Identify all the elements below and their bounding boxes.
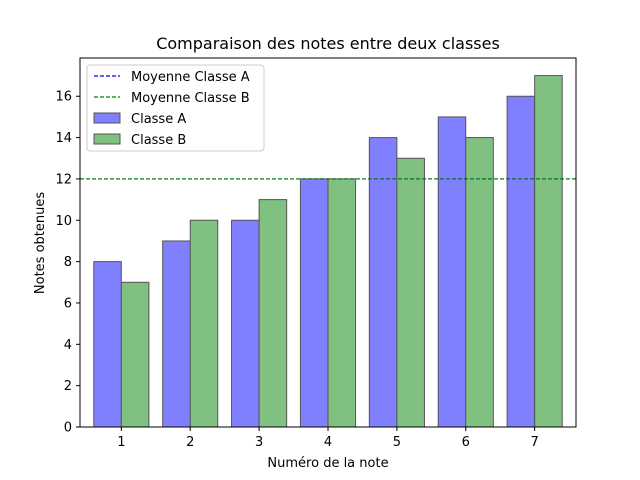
x-tick-label-2: 2: [186, 435, 194, 450]
y-tick-label-4: 4: [64, 338, 72, 353]
bar-classe-a-5: [368, 137, 398, 428]
bar-classe-b-2: [189, 219, 219, 428]
bar-classe-b-5: [396, 157, 425, 428]
y-tick-label-14: 14: [55, 131, 72, 146]
bar-classe-a-3: [231, 219, 260, 428]
bar-classe-b-1: [120, 281, 150, 428]
legend-swatch-classe-a: [93, 112, 121, 124]
legend-box: [86, 64, 265, 152]
legend-label-moyenne-classe-a: Moyenne Classe A: [131, 70, 250, 85]
legend-label-moyenne-classe-b: Moyenne Classe B: [131, 91, 250, 106]
x-tick-label-6: 6: [462, 435, 470, 450]
y-tick-label-8: 8: [64, 255, 72, 270]
y-axis-label: Notes obtenues: [33, 192, 48, 294]
bars-group: [93, 75, 563, 428]
bar-classe-a-2: [162, 240, 191, 428]
legend: Moyenne Classe A Moyenne Classe B Classe A…: [86, 64, 265, 152]
legend-swatch-classe-b: [93, 133, 121, 145]
bar-classe-a-1: [93, 261, 122, 428]
x-tick-label-1: 1: [117, 435, 125, 450]
y-tick-label-16: 16: [55, 90, 72, 105]
y-tick-label-12: 12: [55, 172, 72, 187]
x-tick-label-3: 3: [255, 435, 263, 450]
bar-classe-b-6: [465, 137, 494, 428]
bar-classe-b-3: [258, 199, 288, 428]
x-tick-label-4: 4: [324, 435, 332, 450]
bar-classe-a-4: [299, 178, 329, 428]
y-tick-label-2: 2: [64, 379, 72, 394]
chart-title: Comparaison des notes entre deux classes: [156, 34, 500, 53]
x-tick-label-7: 7: [531, 435, 539, 450]
legend-label-classe-a: Classe A: [131, 112, 186, 127]
y-tick-label-10: 10: [55, 214, 72, 229]
bar-classe-a-6: [437, 116, 467, 428]
bar-classe-a-7: [506, 95, 536, 428]
x-axis-label: Numéro de la note: [267, 456, 388, 471]
y-tick-label-6: 6: [64, 296, 72, 311]
bar-classe-b-7: [534, 75, 563, 428]
x-tick-label-5: 5: [393, 435, 401, 450]
bar-classe-b-4: [327, 178, 357, 428]
y-tick-label-0: 0: [64, 421, 72, 436]
legend-label-classe-b: Classe B: [131, 133, 186, 148]
